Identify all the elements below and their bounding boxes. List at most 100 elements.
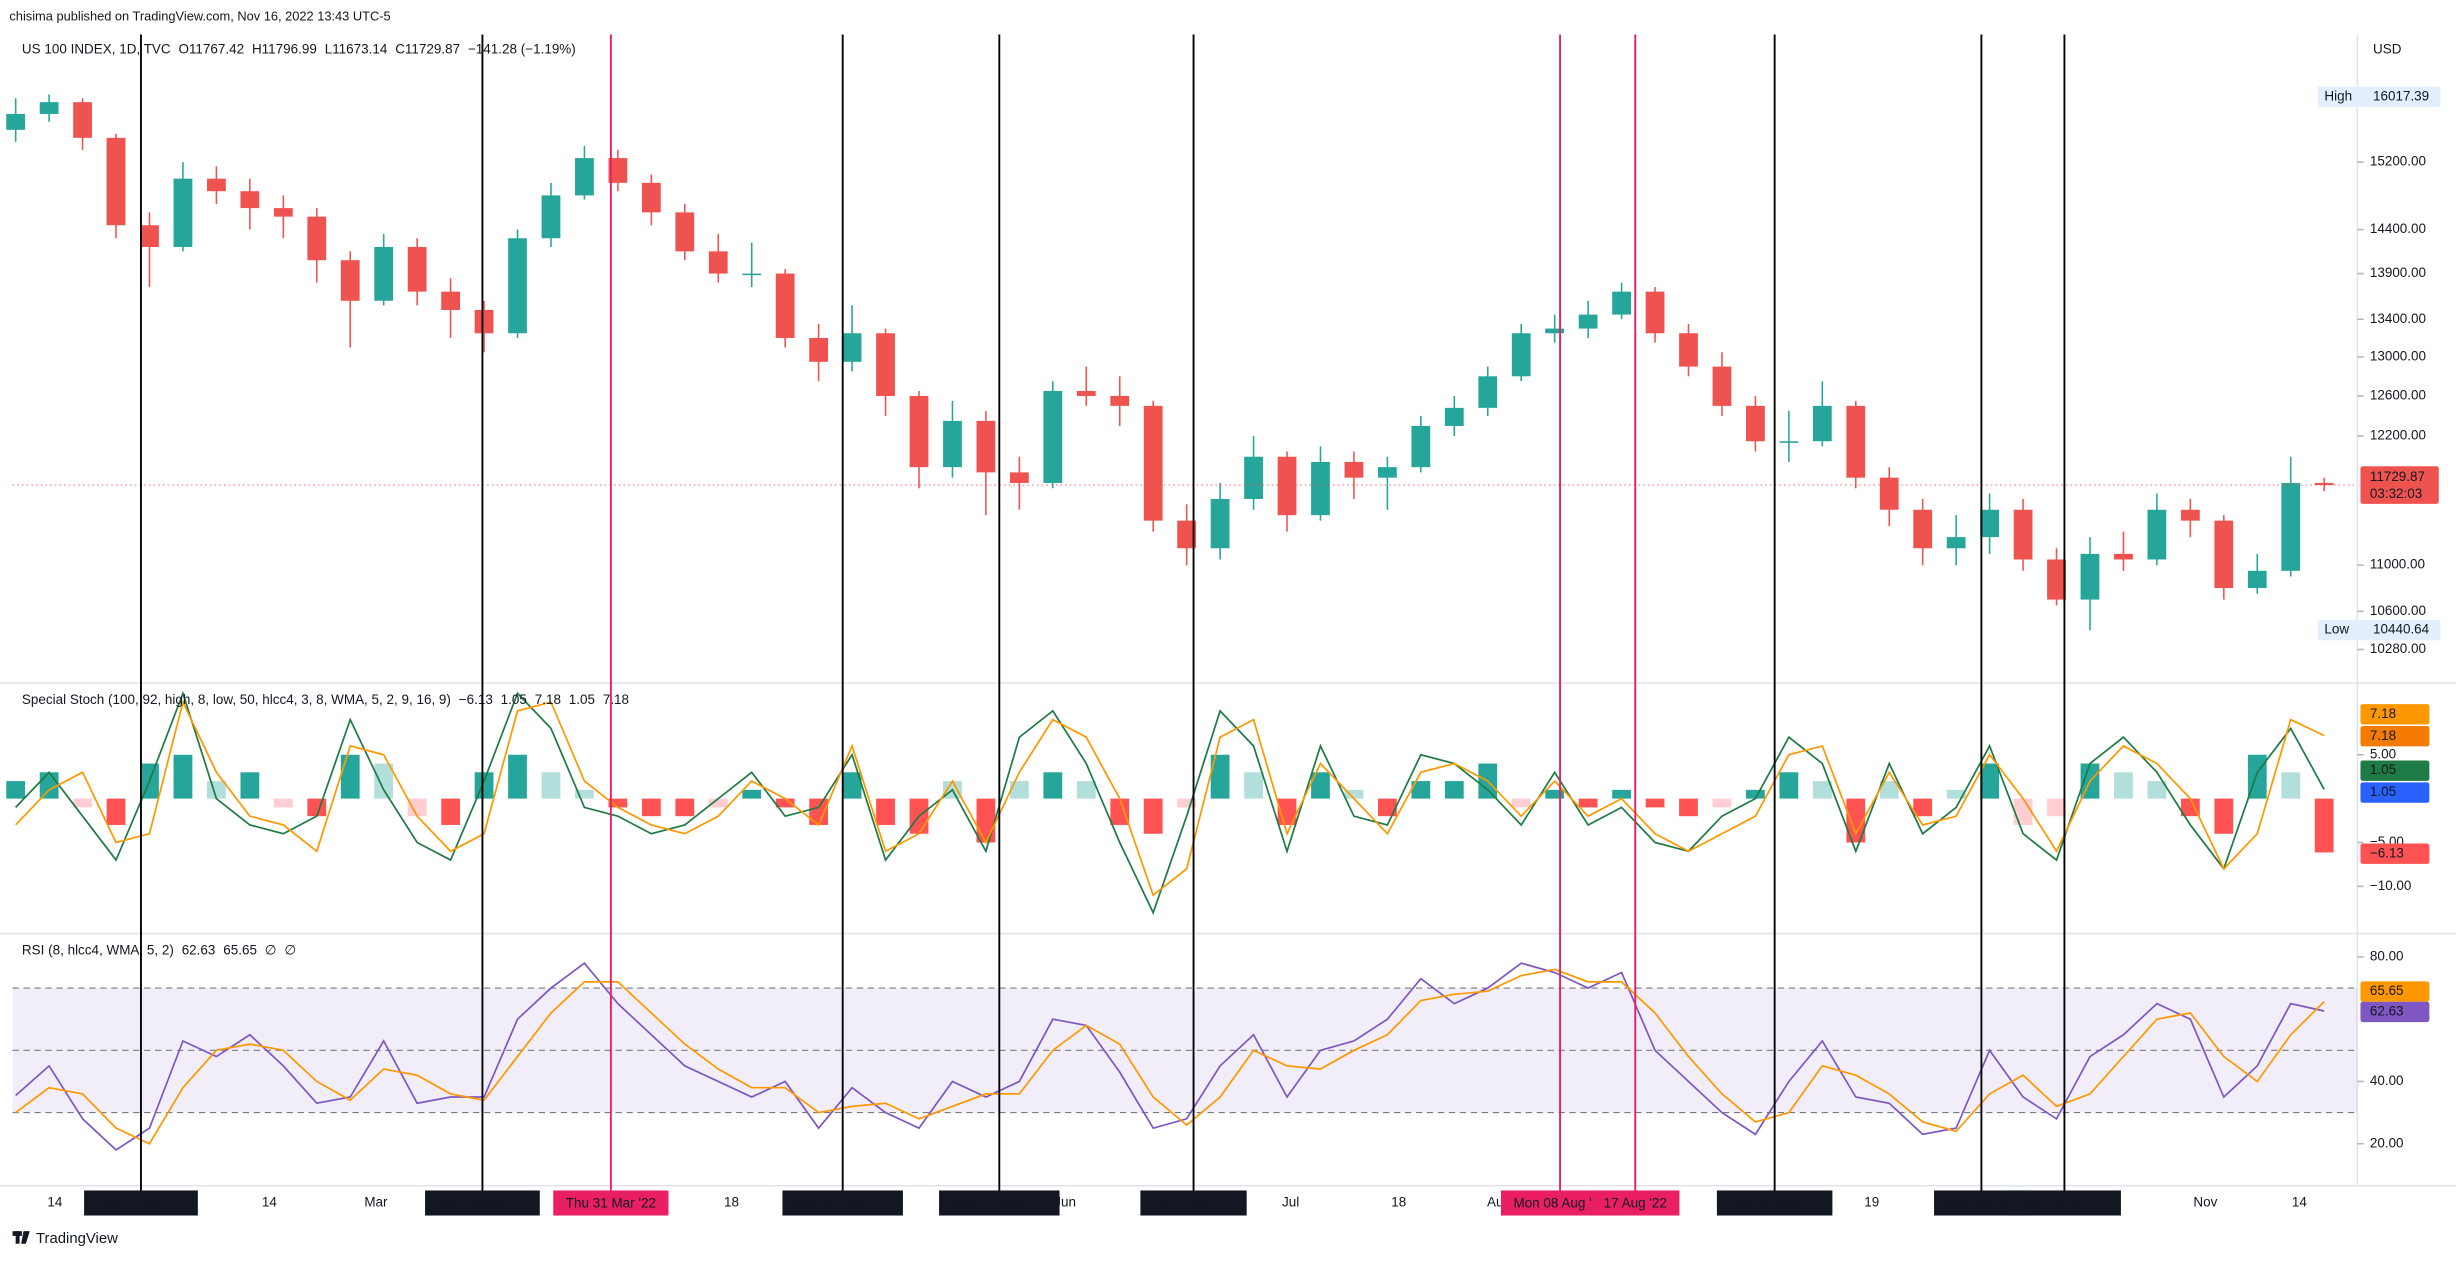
indicator-line — [15, 968, 2325, 1145]
y-tick-label: 13900.00 — [2370, 265, 2426, 280]
candle-body — [909, 395, 929, 468]
histogram-bar — [1043, 772, 1063, 799]
axis-value-box — [2360, 843, 2430, 864]
histogram-bar — [1913, 798, 1933, 817]
candle-body — [39, 102, 59, 114]
x-tick-label: 18 — [1391, 1195, 1406, 1210]
marker-label: Mon 08 Aug '22 — [1513, 1195, 1606, 1210]
candle-body — [374, 246, 394, 301]
histogram-bar — [1545, 789, 1565, 799]
candle-body — [1444, 407, 1464, 426]
axis-value-box — [2360, 760, 2430, 781]
ohlc-value: L11673.14 — [325, 42, 388, 57]
marker-label: 17 Aug '22 — [1604, 1195, 1667, 1210]
marker-label: Fri 17 Jun '22 — [1153, 1195, 1234, 1210]
axis-value: 62.63 — [2360, 1001, 2430, 1023]
legend-value: 7.18 — [535, 692, 561, 707]
legend-value: ∅ — [265, 942, 277, 957]
histogram-bar — [1009, 781, 1029, 799]
histogram-bar — [1110, 798, 1130, 825]
y-tick-label: 80.00 — [2370, 949, 2404, 964]
histogram-bar — [575, 789, 594, 799]
marker-box — [1716, 1190, 1833, 1216]
high-box — [2318, 86, 2441, 108]
histogram-bar — [842, 772, 862, 799]
candle-body — [106, 137, 126, 226]
candle-body — [2314, 482, 2334, 486]
y-tick-label: 40.00 — [2370, 1073, 2404, 1088]
histogram-bar — [1411, 781, 1431, 799]
candle-body — [1779, 441, 1799, 443]
histogram-bar — [1143, 798, 1163, 834]
histogram-bar — [1377, 798, 1397, 817]
axis-value: 1.05 — [2360, 782, 2430, 803]
candle-body — [1311, 461, 1330, 516]
histogram-bar — [407, 798, 427, 817]
histogram-bar — [708, 798, 728, 808]
candle-body — [2180, 509, 2200, 521]
candle-body — [173, 178, 193, 247]
ohlc-value: O11767.42 — [178, 42, 244, 57]
candle-body — [441, 291, 460, 310]
candle-body — [474, 309, 494, 334]
candle-body — [1277, 456, 1297, 516]
candle-body — [1143, 405, 1163, 521]
marker-box — [782, 1190, 903, 1216]
histogram-bar — [1645, 798, 1665, 808]
marker-tag: Thu 13 Oct '22 — [2007, 1190, 2121, 1216]
marker-label: Thu 27 Jan '22 — [97, 1195, 186, 1210]
candle-body — [575, 158, 594, 196]
marker-label: Tue 06 Sep '22 — [1729, 1195, 1819, 1210]
candle-body — [1478, 376, 1498, 408]
candle-body — [2214, 520, 2234, 589]
histogram-bar — [106, 798, 126, 825]
legend-value: 1.05 — [501, 692, 527, 707]
candle-body — [1210, 498, 1230, 549]
indicator-title: Special Stoch (100, 92, high, 8, low, 50… — [22, 692, 451, 707]
marker-tag: Fri 17 Jun '22 — [1140, 1190, 1247, 1216]
candle-body — [1913, 509, 1933, 549]
histogram-bar — [1712, 798, 1732, 808]
y-tick-label: 13400.00 — [2370, 311, 2426, 326]
candle-body — [1846, 405, 1866, 478]
marker-label: Tue 15 Mar '22 — [438, 1195, 528, 1210]
axis-value-text: 1.05 — [2370, 784, 2396, 799]
legend-value: 65.65 — [223, 942, 257, 957]
x-tick-label: 19 — [1864, 1195, 1879, 1210]
legend-value: ∅ — [284, 942, 296, 957]
marker-tag: Thu 27 Jan '22 — [84, 1190, 198, 1216]
y-tick-label: 11000.00 — [2370, 557, 2425, 572]
axis-value-box — [2360, 981, 2430, 1002]
last-price: 11729.87 — [2370, 469, 2425, 484]
marker-tag: Tue 06 Sep '22 — [1716, 1190, 1833, 1216]
x-tick-label: Jun — [1054, 1195, 1076, 1210]
currency-label: USD — [2373, 42, 2402, 57]
histogram-bar — [273, 798, 293, 808]
histogram-bar — [2314, 798, 2334, 853]
x-tick-label: 14 — [262, 1195, 277, 1210]
histogram-bar — [1511, 798, 1531, 808]
histogram-bar — [1578, 798, 1598, 808]
histogram-bar — [1946, 789, 1966, 799]
candle-body — [608, 158, 628, 183]
candle-body — [1076, 390, 1096, 396]
candle-body — [73, 102, 92, 138]
low-value: 10440.64 — [2373, 622, 2430, 637]
x-tick-label: 14 — [47, 1195, 62, 1210]
axis-value-box — [2360, 726, 2430, 747]
low-box — [2318, 619, 2441, 641]
candle-body — [1377, 467, 1397, 478]
axis-value-text: 1.05 — [2370, 762, 2396, 777]
candle-body — [1043, 390, 1063, 483]
x-tick-label: Mar — [364, 1195, 388, 1210]
histogram-bar — [441, 798, 460, 825]
footer-logo — [12, 1231, 30, 1244]
candle-body — [1679, 333, 1698, 367]
candle-body — [876, 333, 895, 396]
candle-body — [140, 225, 159, 247]
candle-body — [307, 216, 327, 261]
countdown: 03:32:03 — [2370, 486, 2422, 501]
histogram-bar — [1244, 772, 1263, 799]
histogram-bar — [2214, 798, 2234, 834]
